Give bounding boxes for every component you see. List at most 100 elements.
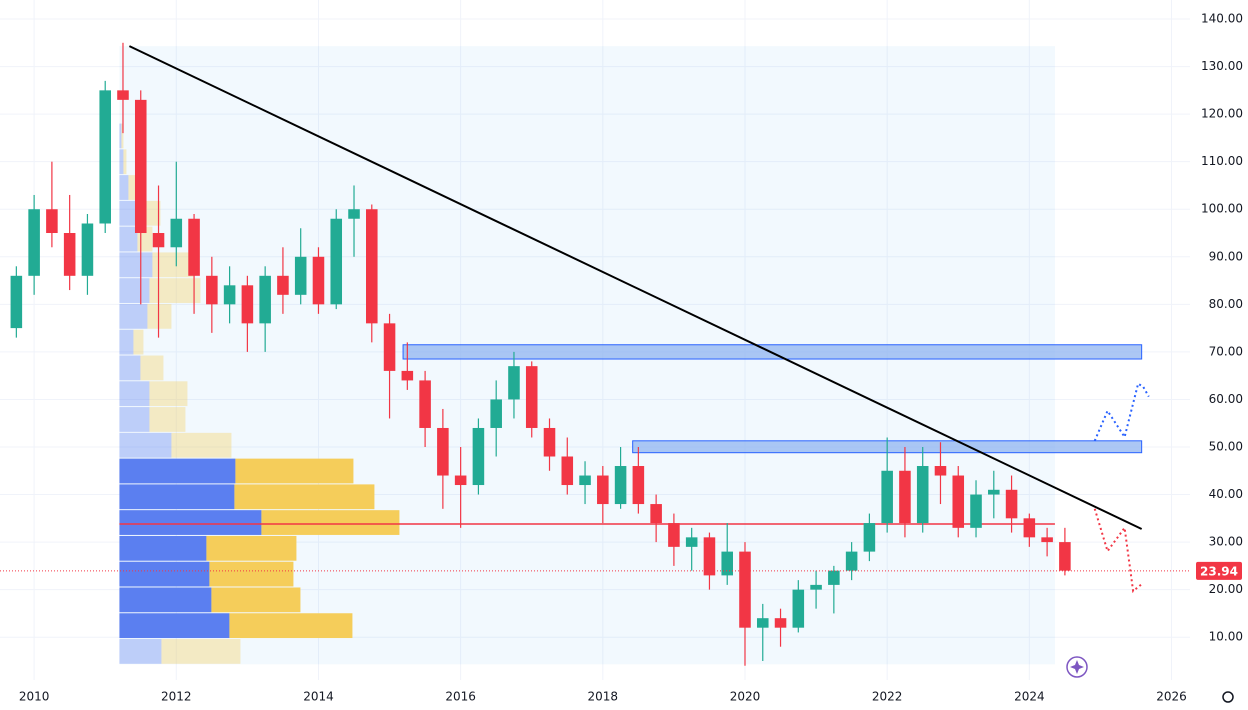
profile-buy — [119, 535, 207, 561]
candle-body — [579, 475, 591, 486]
profile-buy — [119, 561, 210, 587]
candle-body — [650, 504, 662, 524]
profile-buy — [119, 587, 212, 613]
candle-body — [792, 589, 805, 628]
candle-body — [916, 466, 929, 524]
x-tick-label: 2016 — [445, 690, 476, 704]
profile-sell — [123, 149, 127, 175]
candle-body — [828, 570, 840, 585]
y-tick-label: 130.00 — [1201, 59, 1243, 73]
profile-sell — [133, 329, 144, 355]
candle-body — [28, 209, 40, 276]
y-tick-label: 140.00 — [1201, 12, 1243, 26]
profile-sell — [149, 381, 188, 407]
candle-body — [774, 618, 787, 628]
candle-body — [383, 323, 396, 371]
candle-body — [401, 370, 414, 381]
candle-body — [561, 456, 574, 486]
settings-button[interactable] — [1222, 691, 1234, 703]
candle-body — [241, 285, 254, 324]
profile-buy — [119, 149, 124, 175]
x-tick-label: 2022 — [872, 690, 903, 704]
profile-sell — [171, 432, 232, 458]
y-tick-label: 10.00 — [1209, 630, 1243, 644]
profile-buy — [119, 175, 129, 200]
profile-buy — [119, 252, 153, 278]
profile-buy — [119, 278, 150, 303]
x-tick-label: 2026 — [1156, 690, 1187, 704]
y-tick-label: 40.00 — [1209, 487, 1243, 501]
candle-body — [63, 233, 76, 276]
candle-body — [756, 618, 769, 628]
profile-buy — [119, 329, 134, 355]
candle-body — [81, 223, 94, 276]
profile-sell — [206, 535, 297, 561]
candle-body — [99, 90, 111, 224]
candle-body — [739, 551, 751, 628]
projection — [1093, 382, 1150, 442]
x-tick-label: 2018 — [588, 690, 619, 704]
profile-buy — [119, 123, 122, 149]
profile-buy — [119, 458, 236, 484]
profile-sell — [128, 175, 138, 200]
candle-body — [223, 285, 236, 305]
profile-sell — [211, 587, 301, 613]
last-price-label: 23.94 — [1200, 564, 1238, 578]
x-tick-label: 2020 — [730, 690, 761, 704]
candle-body — [668, 523, 680, 547]
last-price-box — [1196, 561, 1242, 580]
candle-body — [1041, 537, 1053, 543]
candle-body — [970, 494, 982, 528]
y-tick-label: 50.00 — [1209, 439, 1243, 453]
candle-body — [525, 366, 538, 428]
x-tick-label: 2024 — [1014, 690, 1045, 704]
magic-button[interactable] — [1066, 656, 1088, 678]
candle-body — [988, 489, 1000, 495]
sparkle — [1070, 660, 1084, 674]
candle-body — [259, 275, 271, 324]
x-tick-label: 2012 — [161, 690, 192, 704]
candle-body — [721, 551, 733, 576]
profile-buy — [119, 639, 162, 664]
settings-icon[interactable] — [1222, 691, 1234, 703]
candle-body — [632, 466, 645, 505]
candle-body — [845, 551, 858, 571]
assistant-icon[interactable] — [1066, 656, 1088, 678]
profile-sell — [140, 355, 164, 381]
candle-body — [508, 366, 520, 400]
profile-sell — [149, 278, 201, 303]
candle-body — [1023, 518, 1036, 538]
projection — [1093, 508, 1144, 593]
profile-buy — [119, 484, 235, 510]
candle-body — [490, 399, 502, 428]
candle-body — [188, 218, 200, 276]
y-tick-label: 100.00 — [1201, 202, 1243, 216]
candle-body — [419, 380, 431, 428]
candle-body — [277, 275, 289, 295]
y-tick-label: 30.00 — [1209, 535, 1243, 549]
y-tick-label: 80.00 — [1209, 297, 1243, 311]
profile-sell — [121, 123, 124, 149]
profile-buy — [119, 381, 150, 407]
candle-body — [899, 470, 911, 524]
candle-body — [206, 275, 218, 305]
profile-sell — [235, 458, 354, 484]
profile-sell — [147, 303, 172, 329]
candle-body — [294, 256, 307, 295]
candle-body — [934, 466, 947, 476]
x-tick-label: 2010 — [19, 690, 50, 704]
candle-body — [134, 99, 147, 234]
candle-body — [810, 584, 822, 590]
candle-body — [330, 218, 343, 305]
y-tick-label: 20.00 — [1209, 582, 1243, 596]
profile-sell — [229, 613, 353, 639]
candle-body — [685, 537, 698, 547]
profile-buy — [119, 510, 262, 535]
profile-sell — [161, 639, 241, 664]
y-tick-label: 110.00 — [1201, 154, 1243, 168]
candle-body — [597, 475, 609, 505]
candle-body — [117, 90, 129, 100]
candle-body — [366, 209, 378, 324]
